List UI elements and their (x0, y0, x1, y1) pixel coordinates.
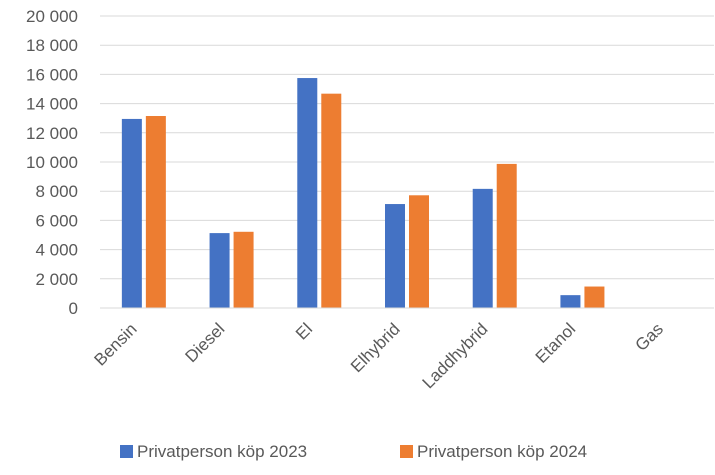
y-tick-label: 12 000 (26, 124, 78, 143)
x-category-label: El (292, 319, 316, 343)
y-tick-label: 0 (69, 299, 78, 318)
y-tick-label: 16 000 (26, 65, 78, 84)
x-category-label: Gas (631, 319, 666, 354)
bar-el-series-2 (321, 94, 341, 308)
y-tick-label: 18 000 (26, 36, 78, 55)
bar-bensin-series-1 (122, 119, 142, 308)
y-tick-label: 2 000 (35, 270, 78, 289)
y-tick-label: 10 000 (26, 153, 78, 172)
bar-etanol-series-1 (560, 295, 580, 308)
bar-laddhybrid-series-1 (473, 189, 493, 308)
bar-etanol-series-2 (584, 287, 604, 308)
legend-label: Privatperson köp 2024 (417, 442, 587, 461)
bar-el-series-1 (297, 78, 317, 308)
bar-elhybrid-series-1 (385, 204, 405, 308)
bars (122, 78, 605, 308)
bar-elhybrid-series-2 (409, 195, 429, 308)
x-category-label: Laddhybrid (419, 319, 492, 392)
legend-swatch (120, 445, 133, 458)
bar-bensin-series-2 (146, 116, 166, 308)
y-tick-label: 8 000 (35, 182, 78, 201)
y-tick-label: 4 000 (35, 241, 78, 260)
y-tick-label: 14 000 (26, 95, 78, 114)
y-axis-tick-labels: 0 2 000 4 000 6 000 8 000 10 000 12 000 14 000 1… (26, 7, 78, 318)
bar-laddhybrid-series-2 (497, 164, 517, 308)
gridlines (100, 16, 714, 279)
legend: Privatperson köp 2023 Privatperson köp 20… (120, 442, 587, 461)
legend-label: Privatperson köp 2023 (137, 442, 307, 461)
y-tick-label: 20 000 (26, 7, 78, 26)
x-category-label: Diesel (182, 319, 229, 366)
x-axis-category-labels: Bensin Diesel El Elhybrid Laddhybrid Etanol Ga… (90, 319, 666, 392)
x-category-label: Etanol (532, 319, 580, 367)
x-category-label: Elhybrid (347, 319, 404, 376)
bar-diesel-series-1 (210, 233, 230, 308)
legend-swatch (400, 445, 413, 458)
bar-diesel-series-2 (234, 232, 254, 308)
x-category-label: Bensin (90, 319, 140, 369)
y-tick-label: 6 000 (35, 211, 78, 230)
